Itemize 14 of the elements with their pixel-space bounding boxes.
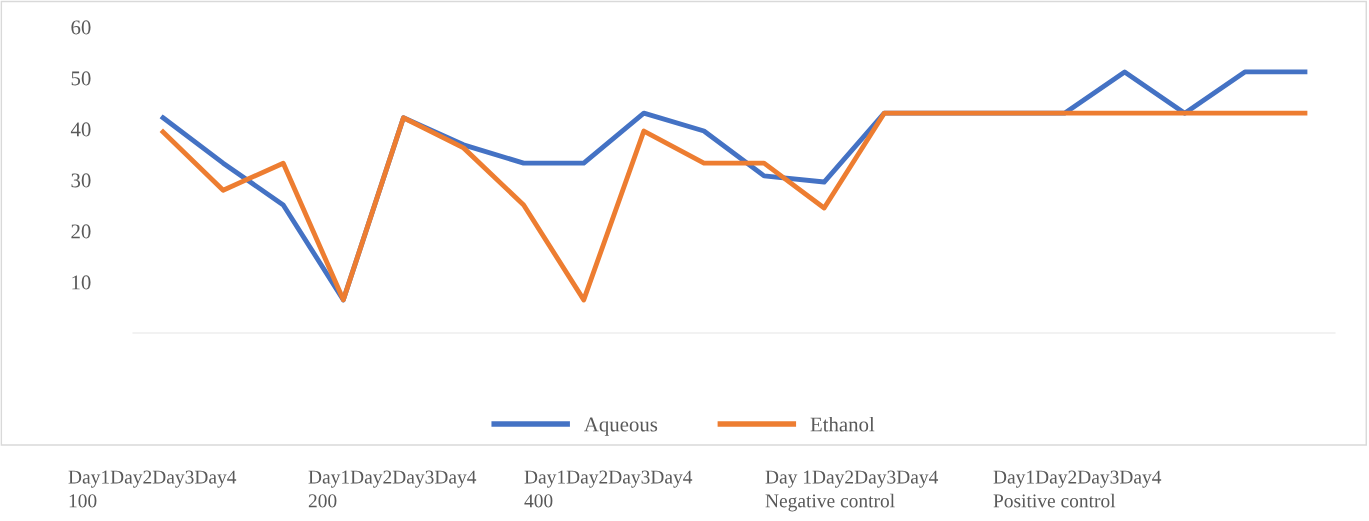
text: Day1Day2Day3Day4 200 xyxy=(308,470,477,508)
text: Day1Day2Day3Day4 400 xyxy=(524,470,693,508)
text: Day 1Day2Day3Day4 Negative control xyxy=(765,470,939,512)
line-series xyxy=(160,110,1308,303)
y-tick-label: 60 xyxy=(71,20,91,35)
y-tick-label: 40 xyxy=(70,122,91,137)
text: Day1Day2Day3Day4 100 xyxy=(68,470,237,508)
y-tick-label: 50 xyxy=(71,71,91,86)
text: Day1Day2Day3Day4 Positive control xyxy=(993,470,1162,508)
legend-label: Aqueous xyxy=(584,417,658,436)
y-tick-label: 30 xyxy=(71,173,91,188)
legend-label: Ethanol xyxy=(810,416,875,432)
y-tick-label: 20 xyxy=(71,224,91,239)
y-tick-label: 10 xyxy=(72,275,91,290)
